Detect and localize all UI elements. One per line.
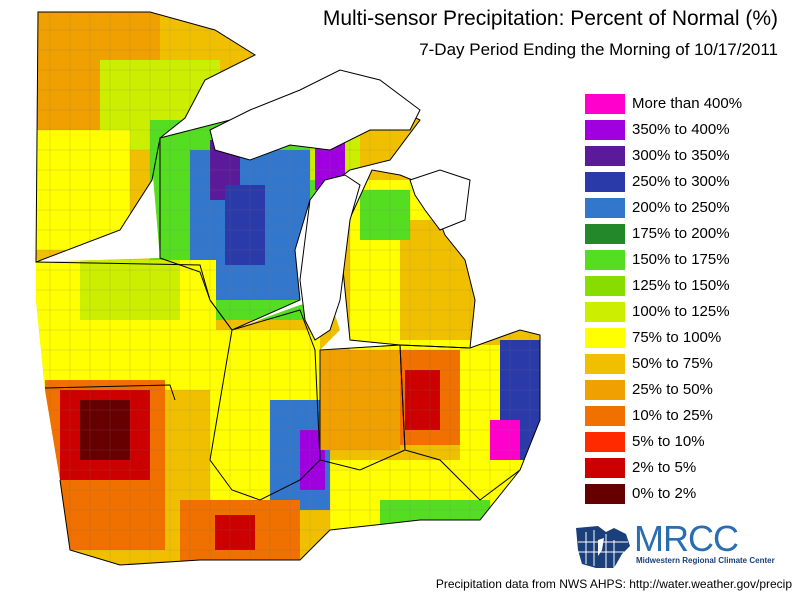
legend-item: More than 400% [585, 94, 785, 114]
legend-swatch [585, 198, 625, 218]
legend-swatch [585, 302, 625, 322]
legend-item: 75% to 100% [585, 328, 785, 348]
legend-item: 125% to 150% [585, 276, 785, 296]
legend-item: 300% to 350% [585, 146, 785, 166]
mrcc-logo: MRCC Midwestern Regional Climate Center [572, 518, 775, 572]
map-title: Multi-sensor Precipitation: Percent of N… [322, 7, 778, 30]
legend-swatch [585, 354, 625, 374]
legend-label: 250% to 300% [632, 173, 730, 190]
legend-swatch [585, 484, 625, 504]
legend-swatch [585, 276, 625, 296]
legend-label: 2% to 5% [632, 459, 697, 476]
legend-item: 150% to 175% [585, 250, 785, 270]
legend-item: 200% to 250% [585, 198, 785, 218]
legend-swatch [585, 94, 625, 114]
legend-label: 75% to 100% [632, 329, 722, 346]
legend-label: 25% to 50% [632, 381, 713, 398]
legend-swatch [585, 406, 625, 426]
logo-subtitle: Midwestern Regional Climate Center [636, 556, 775, 565]
legend-label: 0% to 2% [632, 485, 697, 502]
legend-swatch [585, 172, 625, 192]
data-source-note: Precipitation data from NWS AHPS: http:/… [435, 577, 792, 591]
legend-swatch [585, 328, 625, 348]
logo-states-icon [576, 526, 630, 568]
lake-michigan [299, 174, 361, 341]
map-subtitle: 7-Day Period Ending the Morning of 10/17… [419, 40, 778, 59]
legend-label: 200% to 250% [632, 199, 730, 216]
legend-label: 10% to 25% [632, 407, 713, 424]
legend-item: 350% to 400% [585, 120, 785, 140]
legend-item: 250% to 300% [585, 172, 785, 192]
legend-item: 175% to 200% [585, 224, 785, 244]
legend-item: 5% to 10% [585, 432, 785, 452]
legend-swatch [585, 146, 625, 166]
legend-swatch [585, 120, 625, 140]
legend-label: More than 400% [632, 95, 743, 112]
legend-label: 150% to 175% [632, 251, 730, 268]
legend-swatch [585, 250, 625, 270]
legend-swatch [585, 224, 625, 244]
legend-label: 50% to 75% [632, 355, 713, 372]
legend-item: 2% to 5% [585, 458, 785, 478]
logo-name: MRCC [634, 518, 739, 559]
lake-huron [409, 169, 471, 231]
legend-item: 50% to 75% [585, 354, 785, 374]
legend-label: 175% to 200% [632, 225, 730, 242]
legend-swatch [585, 432, 625, 452]
legend-swatch [585, 458, 625, 478]
legend-label: 100% to 125% [632, 303, 730, 320]
legend-swatch [585, 380, 625, 400]
legend-label: 350% to 400% [632, 121, 730, 138]
legend-item: 10% to 25% [585, 406, 785, 426]
legend-label: 5% to 10% [632, 433, 705, 450]
lake-superior [209, 69, 421, 161]
great-lakes [209, 69, 471, 341]
legend-item: 25% to 50% [585, 380, 785, 400]
legend-item: 0% to 2% [585, 484, 785, 504]
legend-item: 100% to 125% [585, 302, 785, 322]
legend-label: 125% to 150% [632, 277, 730, 294]
legend-label: 300% to 350% [632, 147, 730, 164]
